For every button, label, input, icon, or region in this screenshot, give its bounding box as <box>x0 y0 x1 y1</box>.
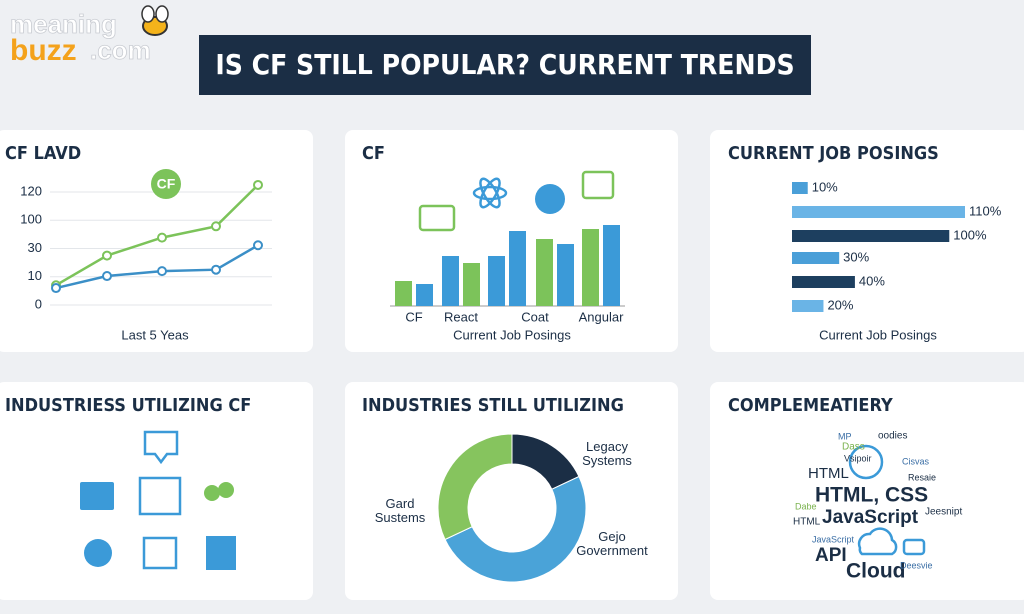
value-label: 40% <box>859 273 885 288</box>
value-label: 20% <box>827 297 853 312</box>
tech-icons <box>418 170 615 232</box>
bar <box>792 276 855 288</box>
card <box>710 382 1024 600</box>
point <box>102 250 112 261</box>
segment-label: Legacy Systems <box>582 439 632 468</box>
card-title: INDUSTRIES STILL UTILIZING <box>362 395 624 416</box>
bar <box>792 206 965 218</box>
y-tick-label: 120 <box>20 183 42 198</box>
cloud-word: Deesvie <box>900 560 933 570</box>
point <box>102 271 112 282</box>
bar <box>463 263 480 306</box>
title-banner <box>199 35 811 95</box>
segment-label: Gard Sustems <box>375 496 426 525</box>
value-label: 30% <box>843 249 869 264</box>
bar <box>536 239 553 306</box>
point <box>211 264 221 275</box>
point <box>253 179 263 190</box>
point <box>51 283 61 294</box>
x-tick-label: CF <box>405 309 422 324</box>
cloud-word: MP <box>838 431 852 441</box>
x-tick-label: Angular <box>579 309 624 324</box>
segment-label: Gejo Government <box>576 529 648 558</box>
donut-segment <box>444 475 587 583</box>
logo-part1: meaning <box>10 9 117 39</box>
bar <box>557 244 574 306</box>
bar <box>509 231 526 306</box>
card-title: CURRENT JOB POSINGS <box>728 143 939 164</box>
x-axis-label: Current Job Posings <box>819 327 937 342</box>
value-label: 110% <box>969 203 1002 218</box>
point <box>157 266 167 277</box>
card <box>0 130 313 352</box>
value-label: 100% <box>953 227 987 242</box>
cloud-word: HTML <box>808 465 849 482</box>
logo-part2: buzz <box>10 34 77 67</box>
bar <box>416 284 433 306</box>
x-tick-label: React <box>444 309 478 324</box>
bar <box>395 281 412 306</box>
cloud-word: oodies <box>878 431 907 442</box>
value-label: 10% <box>812 179 838 194</box>
cloud-word: JavaScript <box>812 534 855 544</box>
x-axis-label: Last 5 Yeas <box>121 327 189 342</box>
cloud-word: HTML, CSS <box>815 484 928 507</box>
cloud-word: Vsipoir <box>844 453 872 463</box>
cloud-icons <box>848 444 926 556</box>
y-tick-label: 100 <box>20 212 42 227</box>
point <box>211 221 221 232</box>
donut-segment <box>437 433 513 541</box>
card-title: INDUSTRIESS UTILIZING CF <box>5 395 251 416</box>
bar <box>792 230 950 242</box>
x-axis-label: Current Job Posings <box>453 327 571 342</box>
annotation-bubble <box>151 169 181 199</box>
y-tick-label: 0 <box>35 296 42 311</box>
bar <box>442 256 459 306</box>
card <box>345 382 678 600</box>
point <box>253 240 263 251</box>
point <box>157 232 167 243</box>
bar <box>582 229 599 306</box>
card-title: COMPLEMEATIERY <box>728 395 893 416</box>
bar <box>488 256 505 306</box>
card-title: CF <box>362 143 385 164</box>
cloud-word: API <box>815 545 847 566</box>
annotation: CF <box>157 176 176 192</box>
bar <box>792 252 840 264</box>
x-tick-label: Coat <box>521 309 549 324</box>
cloud-word: Cisvas <box>902 456 930 466</box>
cloud-word: Dass <box>842 442 865 453</box>
page-title: IS CF STILL POPULAR? CURRENT TRENDS <box>215 48 794 81</box>
cloud-word: Resaie <box>908 472 936 482</box>
cloud-word: Jeesnipt <box>925 507 962 518</box>
logo-part3: .com <box>90 35 151 65</box>
bar <box>792 300 824 312</box>
cloud-word: HTML <box>793 517 821 528</box>
cloud-word: JavaScript <box>822 507 919 528</box>
bar <box>792 182 808 194</box>
y-tick-label: 10 <box>28 268 42 283</box>
industry-icons <box>80 430 236 570</box>
bar <box>603 225 620 306</box>
cloud-word: Cloud <box>846 560 905 583</box>
y-tick-label: 30 <box>28 240 42 255</box>
bee-icon <box>141 5 169 36</box>
cloud-word: Dabe <box>795 501 817 511</box>
card-title: CF LAVD <box>5 143 81 164</box>
